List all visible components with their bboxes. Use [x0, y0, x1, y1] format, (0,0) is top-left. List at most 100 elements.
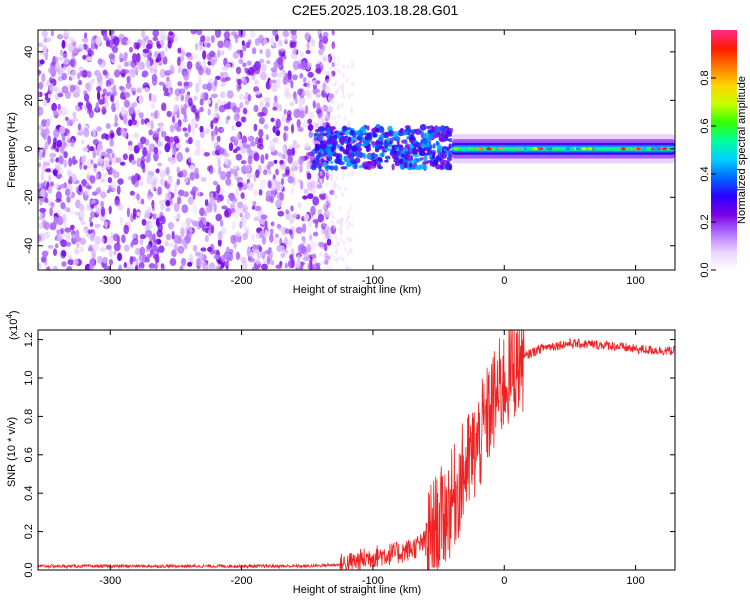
heat-noise-blob	[88, 216, 93, 223]
heat-noise-blob	[51, 102, 57, 112]
heat-noise-blob	[289, 101, 295, 107]
heat-noise-blob	[224, 152, 230, 158]
heat-noise-blob	[114, 200, 121, 207]
heat-noise-blob	[121, 234, 126, 244]
heat-noise-blob	[68, 43, 74, 53]
heat-noise-blob	[219, 91, 226, 99]
heat-fade-blob	[333, 115, 337, 121]
heat-noise-blob	[323, 242, 328, 252]
heat-noise-blob	[77, 79, 83, 86]
heat-noise-blob	[265, 190, 273, 200]
heat-fade-blob	[338, 186, 342, 191]
heat-noise-blob	[137, 142, 144, 150]
heat-fade-blob	[350, 106, 353, 112]
heat-noise-blob	[299, 164, 303, 174]
heat-noise-blob	[240, 192, 245, 200]
heat-noise-blob	[287, 175, 295, 184]
heat-fade-blob	[325, 193, 329, 199]
heat-tone-spot	[569, 147, 575, 151]
heat-noise-blob	[310, 240, 317, 251]
heat-noise-blob	[179, 265, 184, 270]
heat-noise-blob	[237, 78, 242, 86]
heat-noise-blob	[112, 45, 118, 54]
heat-noise-blob	[151, 245, 159, 252]
heat-noise-blob	[252, 248, 259, 254]
heat-noise-blob	[49, 83, 54, 92]
heat-noise-blob	[41, 219, 47, 229]
heat-noise-blob	[249, 30, 256, 38]
heat-noise-blob	[173, 34, 178, 43]
snr-y-tick-label: 0.4	[23, 486, 35, 501]
heat-fade-blob	[321, 106, 325, 112]
heat-noise-blob	[204, 128, 210, 135]
heat-noise-blob	[119, 216, 124, 226]
heat-transition-blob	[405, 143, 410, 150]
spectrogram-heatmap	[38, 30, 675, 270]
heat-noise-blob	[57, 92, 64, 98]
heat-noise-blob	[304, 141, 310, 150]
heat-noise-blob	[38, 162, 42, 168]
heat-noise-blob	[166, 233, 171, 241]
heat-noise-blob	[112, 84, 117, 93]
heat-noise-blob	[261, 251, 266, 260]
heat-noise-blob	[331, 41, 336, 49]
heat-noise-blob	[78, 66, 85, 72]
heat-noise-blob	[306, 62, 313, 68]
heat-noise-blob	[268, 169, 272, 175]
heat-transition-blob	[332, 142, 337, 149]
heat-noise-blob	[192, 204, 198, 215]
heat-noise-blob	[49, 207, 53, 217]
heat-noise-blob	[100, 178, 106, 183]
heat-noise-blob	[256, 250, 263, 259]
heat-transition-blob	[439, 137, 447, 143]
heat-noise-blob	[244, 164, 251, 173]
heat-fade-blob	[333, 180, 337, 186]
heat-fade-blob	[346, 224, 350, 230]
heat-fade-blob	[332, 224, 336, 230]
heat-noise-blob	[173, 202, 180, 213]
heat-noise-blob	[202, 60, 207, 66]
heat-noise-blob	[123, 99, 130, 108]
heat-noise-blob	[105, 123, 111, 130]
heat-noise-blob	[260, 154, 265, 165]
spectrogram-x-ticks: -300 -200 -100 0 100	[99, 30, 645, 287]
heat-noise-blob	[283, 109, 287, 115]
heat-noise-blob	[42, 44, 48, 54]
heat-noise-blob	[101, 237, 105, 245]
heat-noise-blob	[157, 149, 162, 155]
heat-noise-blob	[161, 102, 167, 112]
heat-noise-blob	[303, 188, 309, 195]
heat-noise-blob	[216, 98, 222, 106]
heat-fade-blob	[327, 96, 331, 102]
heat-noise-blob	[204, 235, 209, 242]
heat-fade-blob	[335, 235, 339, 241]
heat-noise-blob	[54, 147, 59, 152]
heat-noise-blob	[104, 100, 109, 108]
snr-x-tick-label: 100	[626, 575, 644, 587]
heat-transition-blob	[359, 151, 363, 158]
heat-noise-blob	[316, 183, 323, 189]
heat-noise-blob	[95, 207, 102, 216]
heat-noise-blob	[60, 183, 67, 189]
heat-noise-blob	[60, 228, 64, 235]
heat-noise-blob	[43, 180, 48, 187]
heat-fade-blob	[320, 121, 324, 127]
heat-noise-blob	[312, 218, 320, 224]
snr-frame	[37, 329, 676, 571]
heat-noise-blob	[169, 124, 175, 133]
heat-fade-blob	[334, 88, 338, 94]
heat-noise-blob	[230, 197, 238, 203]
colorbar-tick-label: 0.0	[699, 262, 711, 277]
heat-noise-blob	[139, 234, 147, 240]
heat-transition-blob	[394, 161, 401, 167]
heat-noise-blob	[306, 41, 310, 50]
heat-noise-blob	[38, 183, 44, 189]
heat-noise-blob	[161, 130, 167, 138]
heat-noise-blob	[93, 163, 98, 169]
heat-noise-blob	[56, 236, 62, 242]
heat-noise-blob	[305, 160, 311, 170]
heat-fade-blob	[345, 266, 349, 270]
heat-noise-blob	[190, 30, 198, 35]
heat-noise-blob	[68, 36, 76, 45]
heat-noise-blob	[60, 106, 68, 117]
